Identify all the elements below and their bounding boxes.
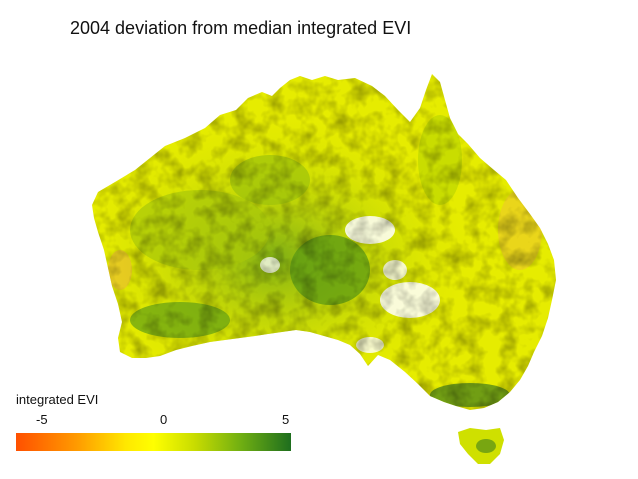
legend-title: integrated EVI — [16, 392, 99, 407]
legend-colorbar — [16, 433, 291, 451]
mainland-australia — [92, 74, 556, 410]
legend-tick-min: -5 — [36, 412, 48, 427]
tasmania — [458, 428, 504, 464]
legend-tick-max: 5 — [282, 412, 290, 427]
map-title: 2004 deviation from median integrated EV… — [70, 18, 412, 38]
legend-tick-mid: 0 — [160, 412, 168, 427]
